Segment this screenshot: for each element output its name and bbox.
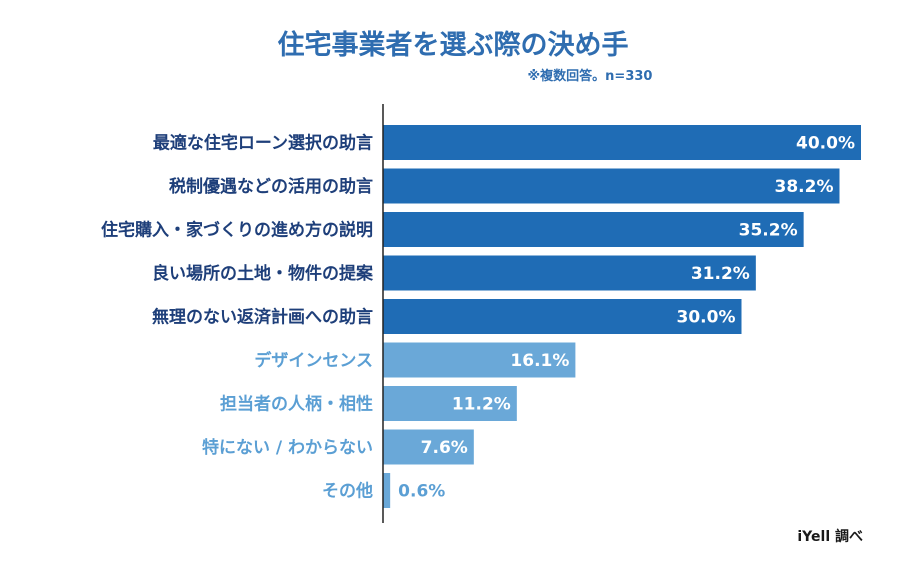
bar-3 [383,212,804,247]
bar-2 [383,168,840,204]
value-label-9: 0.6% [398,482,445,502]
bar-9 [383,473,391,508]
bar-8 [383,429,474,465]
category-label-2: 税制優遇などの活用の助言 [169,176,373,197]
value-label-4: 31.2% [691,264,750,284]
category-label-5: 無理のない返済計画への助言 [152,307,373,328]
chart-title: 住宅事業者を選ぶ際の決め手 [278,29,629,61]
bar-5 [383,299,742,334]
category-label-1: 最適な住宅ローン選択の助言 [153,133,373,154]
value-label-6: 16.1% [510,351,569,371]
value-label-2: 38.2% [775,177,834,197]
bar-4 [383,255,756,291]
category-label-3: 住宅購入・家づくりの進め方の説明 [101,220,373,241]
category-label-7: 担当者の人柄・相性 [220,394,373,415]
value-label-8: 7.6% [421,438,468,458]
bar-1 [383,125,861,160]
category-label-9: その他 [322,481,373,502]
value-label-7: 11.2% [452,395,511,415]
value-label-3: 35.2% [739,221,798,241]
category-label-4: 良い場所の土地・物件の提案 [152,263,374,284]
source-note: iYell 調べ [797,528,863,545]
bar-group: 最適な住宅ローン選択の助言 40.0% 税制優遇などの活用の助言 38.2% 住宅購入・… [101,125,861,508]
value-label-5: 30.0% [677,308,736,328]
bar-7 [383,386,517,421]
value-label-1: 40.0% [796,134,855,154]
category-label-6: デザインセンス [254,350,373,371]
category-label-8: 特にない / わからない [202,437,373,458]
chart-subtitle: ※複数回答。n=330 [528,68,653,84]
bar-6 [383,342,576,378]
